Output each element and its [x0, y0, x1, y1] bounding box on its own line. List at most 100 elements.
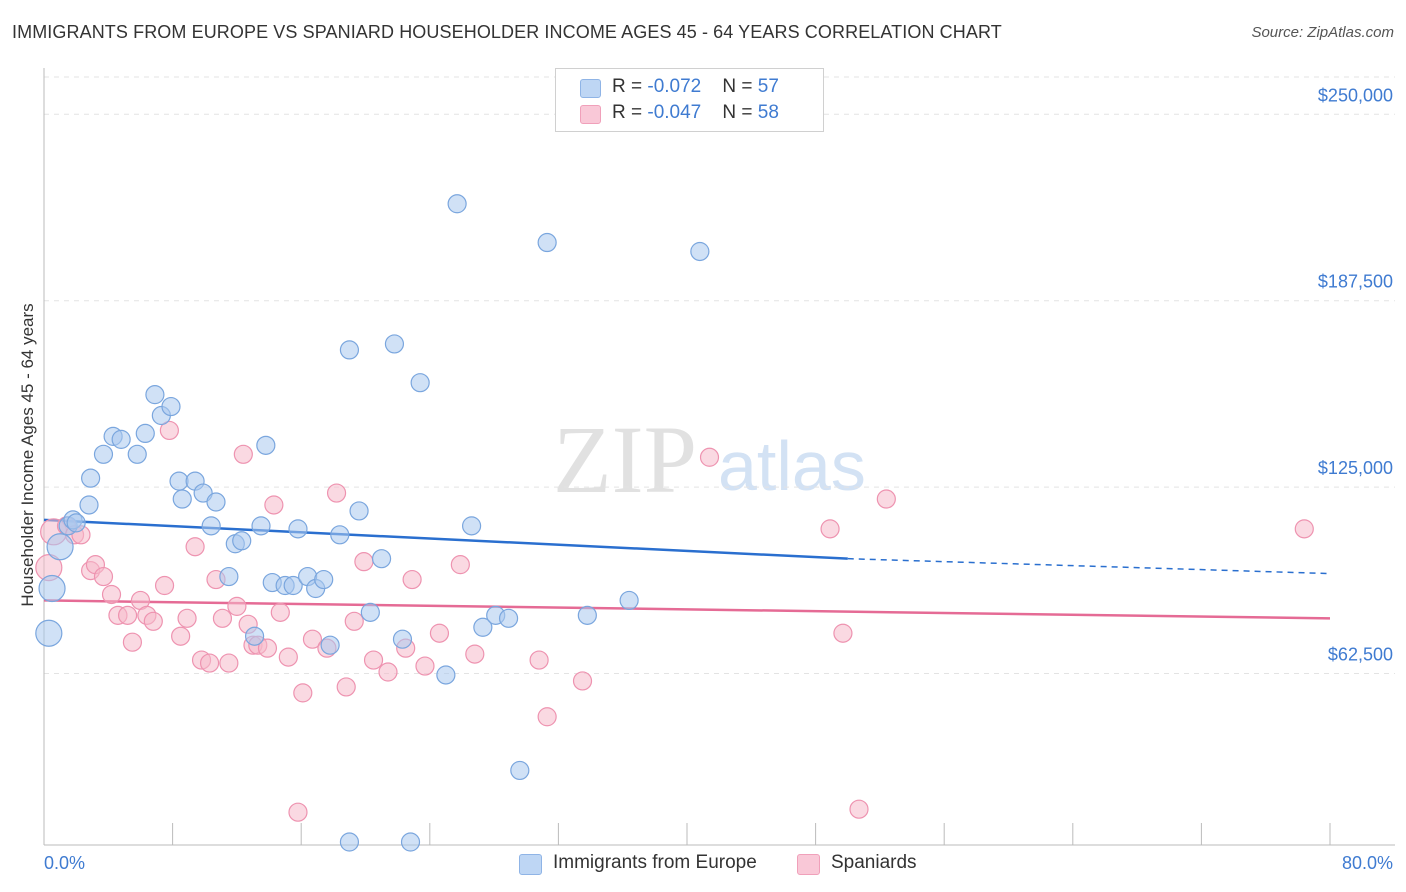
- spaniards-point: [288, 802, 308, 822]
- europe-point: [410, 373, 430, 393]
- bottom-legend-label-europe: Immigrants from Europe: [553, 852, 757, 873]
- watermark-zip: ZIP: [553, 406, 697, 513]
- europe-point: [577, 605, 597, 625]
- spaniards-point: [450, 555, 470, 575]
- europe-point: [330, 525, 350, 545]
- legend-r-label: R =: [612, 76, 648, 97]
- spaniards-trend-line: [43, 599, 1331, 620]
- spaniards-point: [876, 489, 896, 509]
- europe-point: [135, 423, 155, 444]
- watermark: ZIP atlas: [553, 406, 866, 513]
- europe-point: [288, 519, 308, 539]
- spaniards-point: [326, 483, 347, 503]
- spaniards-point: [185, 537, 205, 557]
- spaniards-point: [572, 671, 593, 691]
- spaniards-point: [199, 653, 220, 673]
- legend-n-value: 57: [757, 76, 779, 97]
- spaniards-points: [35, 420, 1314, 822]
- europe-point: [127, 444, 147, 464]
- europe-point: [619, 590, 639, 611]
- europe-point: [339, 340, 360, 360]
- spaniards-point: [378, 662, 398, 682]
- spaniards-point: [264, 495, 284, 515]
- spaniards-point: [257, 638, 278, 658]
- gridlines: [44, 76, 1395, 675]
- europe-point: [473, 617, 493, 637]
- europe-point: [251, 516, 271, 536]
- chart-title: IMMIGRANTS FROM EUROPE VS SPANIARD HOUSE…: [12, 22, 1002, 42]
- spaniards-point: [159, 420, 179, 441]
- europe-point: [314, 569, 334, 590]
- legend-r-label: R =: [612, 102, 648, 123]
- legend-swatch-spaniards: [580, 105, 601, 124]
- europe-point: [371, 549, 392, 569]
- europe-point: [349, 501, 369, 521]
- spaniards-point: [354, 552, 374, 572]
- europe-point: [79, 495, 99, 515]
- legend-n-label: N =: [722, 102, 758, 123]
- europe-point: [38, 574, 66, 603]
- europe-point: [320, 635, 340, 655]
- europe-point: [244, 626, 265, 646]
- spaniards-point: [278, 647, 298, 667]
- europe-point: [690, 241, 710, 262]
- europe-point: [498, 608, 519, 628]
- watermark-atlas: atlas: [718, 427, 866, 505]
- spaniards-point: [171, 626, 191, 646]
- europe-point: [447, 194, 467, 214]
- x-tick-labels: 0.0% 80.0%: [44, 853, 1393, 873]
- stats-legend: R = -0.072 N = 57 R = -0.047 N = 58: [555, 68, 824, 132]
- europe-point: [206, 492, 226, 512]
- europe-trend-extension: [847, 557, 1331, 575]
- spaniards-point: [212, 608, 233, 628]
- europe-point: [283, 575, 303, 596]
- spaniards-point: [270, 602, 290, 622]
- europe-point: [145, 385, 165, 405]
- europe-point: [360, 602, 380, 622]
- y-tick-label: $62,500: [1328, 645, 1393, 665]
- europe-points: [35, 194, 710, 852]
- europe-point: [46, 533, 74, 561]
- axes: [43, 68, 1395, 846]
- europe-point: [93, 444, 114, 464]
- legend-r-value: -0.072: [647, 76, 702, 97]
- spaniards-point: [820, 519, 840, 539]
- spaniards-point: [849, 799, 869, 819]
- spaniards-point: [429, 623, 450, 643]
- europe-point: [339, 832, 360, 852]
- spaniards-point: [302, 629, 323, 649]
- europe-point: [510, 760, 530, 781]
- legend-r-value: -0.047: [647, 102, 702, 123]
- legend-n-label: N =: [722, 76, 758, 97]
- source-credit: Source: ZipAtlas.com: [1251, 24, 1394, 41]
- spaniards-point: [233, 444, 253, 464]
- spaniards-point: [465, 644, 485, 664]
- legend-swatch-europe: [580, 79, 601, 98]
- bottom-legend-label-spaniards: Spaniards: [831, 852, 917, 873]
- legend-n-value: 58: [757, 102, 779, 123]
- spaniards-point: [402, 569, 422, 590]
- europe-point: [35, 619, 63, 647]
- y-tick-label: $125,000: [1318, 458, 1393, 478]
- europe-point: [400, 832, 421, 852]
- spaniards-point: [177, 608, 197, 628]
- europe-point: [81, 468, 101, 488]
- europe-point: [232, 531, 252, 551]
- spaniards-point: [293, 683, 313, 703]
- y-tick-labels: $62,500 $125,000 $187,500 $250,000: [1318, 85, 1393, 664]
- y-axis-title: Householder Income Ages 45 - 64 years: [18, 303, 37, 606]
- spaniards-point: [1294, 519, 1314, 539]
- europe-point: [219, 566, 239, 587]
- europe-point: [111, 429, 131, 449]
- spaniards-point: [833, 623, 853, 643]
- spaniards-point: [363, 650, 384, 670]
- europe-point: [169, 471, 189, 491]
- spaniards-point: [227, 596, 247, 616]
- x-tick-label: 0.0%: [44, 853, 85, 873]
- spaniards-point: [122, 632, 143, 652]
- europe-point: [66, 513, 86, 533]
- x-tick-label: 80.0%: [1342, 853, 1393, 873]
- spaniards-point: [219, 653, 239, 673]
- europe-point: [161, 396, 181, 417]
